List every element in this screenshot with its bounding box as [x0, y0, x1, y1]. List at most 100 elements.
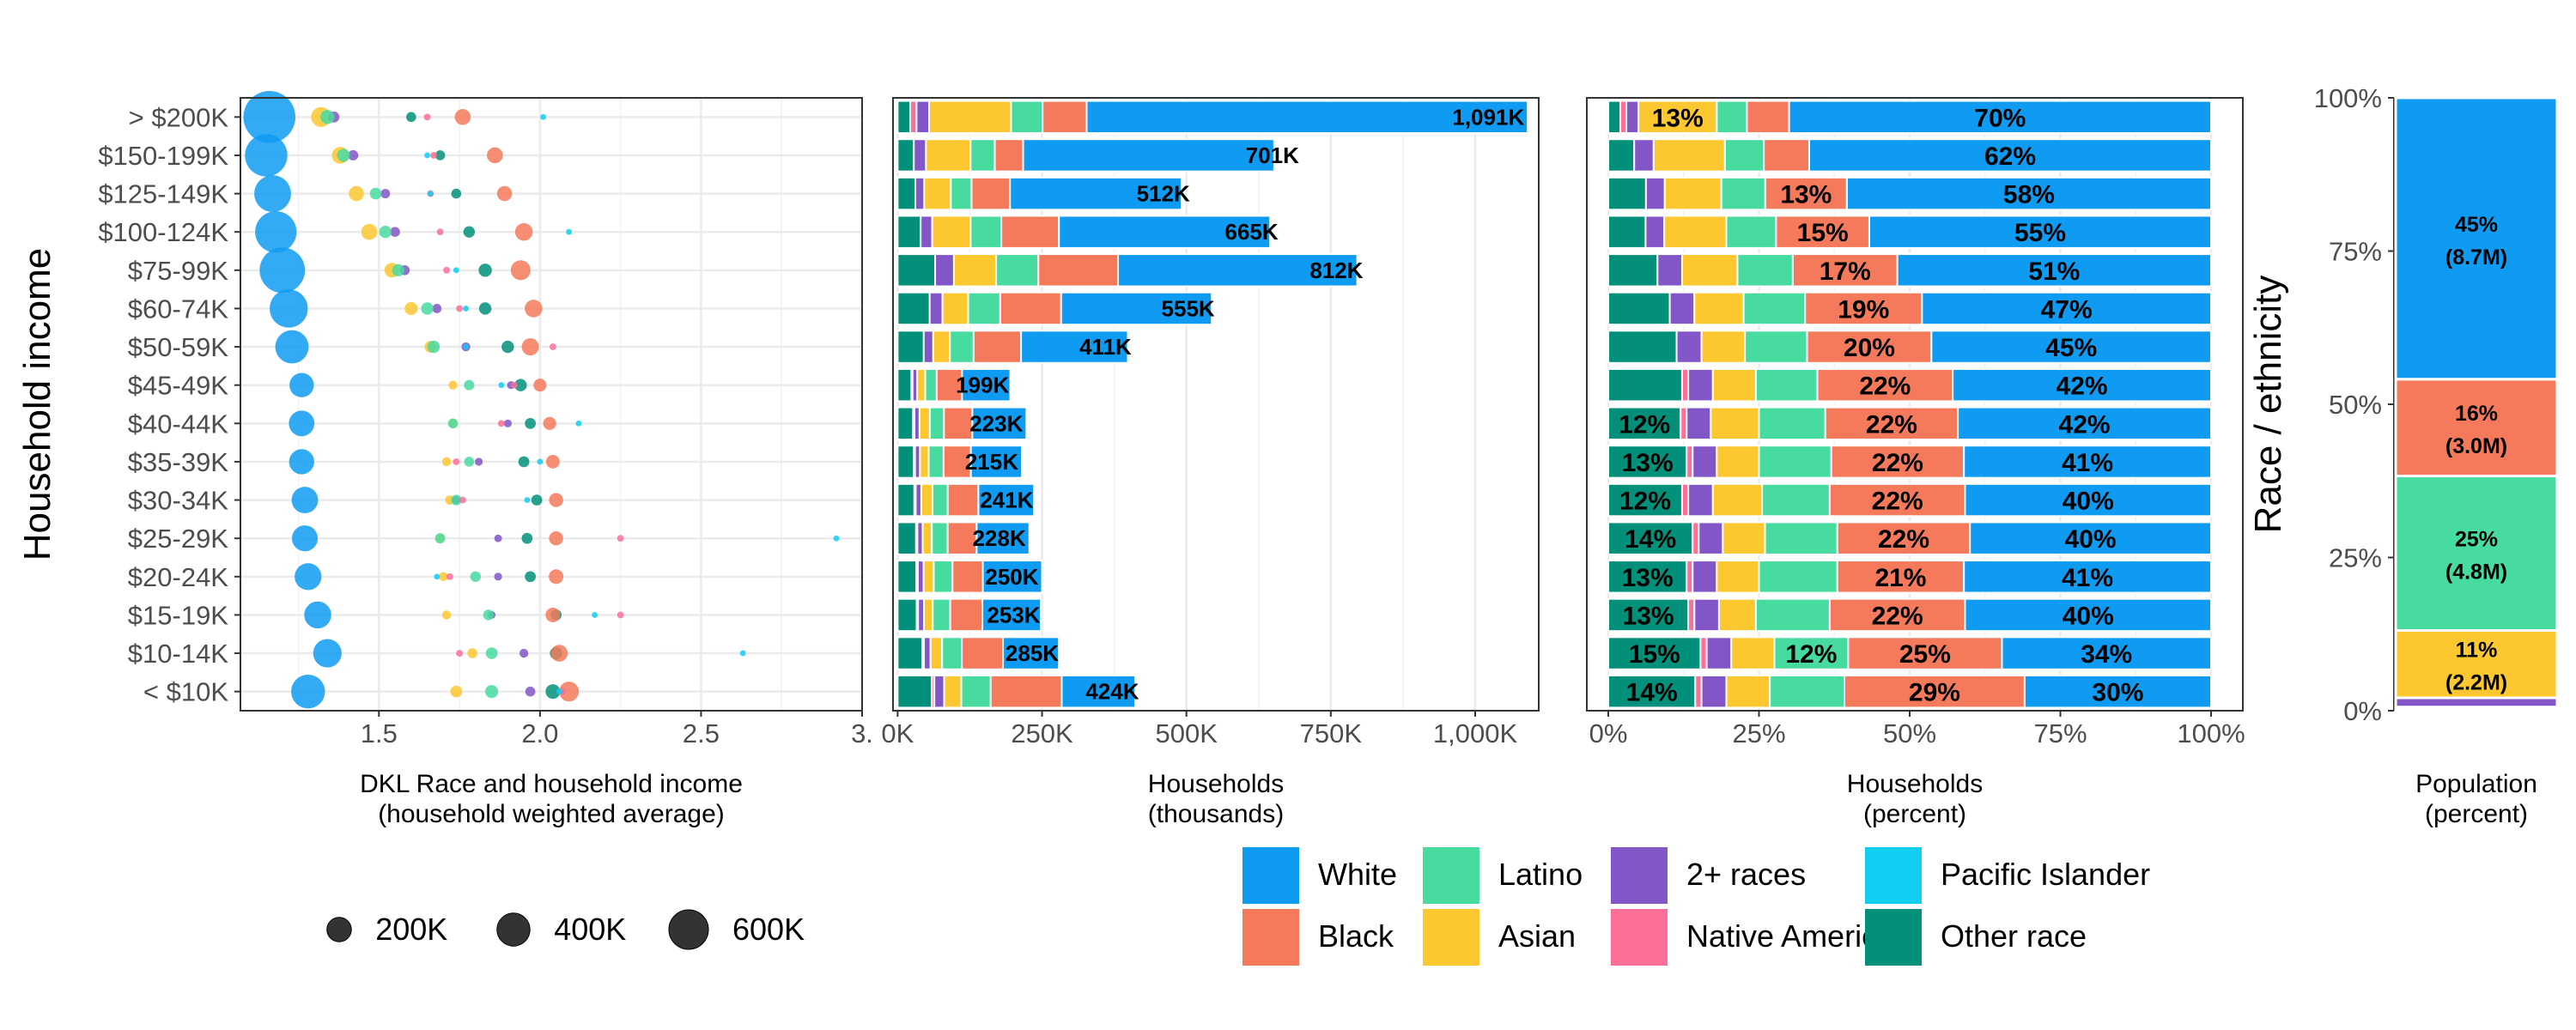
size-legend-circle — [496, 912, 531, 947]
bar-percent-label: 55% — [2014, 219, 2066, 247]
bar-segment-other-race — [896, 176, 917, 211]
point-pacific-islander — [540, 113, 547, 120]
bar-segment-native-american — [1686, 560, 1694, 594]
x-tick-label: 1.5 — [361, 718, 398, 748]
bar-segment-latino — [1725, 215, 1777, 249]
bar-segment-black — [970, 176, 1012, 211]
bar-segment-other-race — [1607, 521, 1694, 555]
legend-swatch-asian — [1423, 909, 1479, 966]
point-asian — [441, 457, 452, 467]
bar-segment-latino — [933, 560, 954, 594]
bar-segment-asian — [1722, 521, 1766, 555]
point-other-race — [434, 150, 446, 161]
size-legend-circle — [326, 917, 352, 942]
point-other-race — [525, 417, 536, 429]
bar-segment-2-races — [1675, 330, 1703, 364]
point-asian — [441, 610, 452, 620]
point-latino — [427, 340, 440, 354]
point-native-american — [617, 535, 624, 542]
bar-percent-label: 22% — [1878, 525, 1929, 554]
bar-segment-asian — [1663, 176, 1722, 211]
point-native-american — [456, 650, 463, 657]
bar-percent-label: 47% — [2041, 295, 2093, 324]
point-other-race — [514, 379, 527, 391]
column-segment-asian — [2394, 628, 2559, 700]
bar-segment-black — [942, 445, 972, 479]
bar-segment-2-races — [1644, 215, 1666, 249]
y-tick-label: $35-39K — [128, 447, 229, 477]
y-tick-label: $100-124K — [98, 217, 228, 247]
point-pacific-islander — [453, 267, 459, 274]
bar-segment-2-races — [914, 176, 926, 211]
x-axis-title: Households — [1847, 770, 1983, 798]
bar-segment-white — [981, 560, 1043, 594]
bar-segment-asian — [941, 291, 969, 326]
bar-segment-2-races — [916, 560, 925, 594]
bar-percent-label: 41% — [2062, 564, 2113, 592]
point-latino — [369, 187, 382, 200]
bar-percent-label: 22% — [1859, 373, 1911, 401]
x-axis-title: Households — [1148, 770, 1284, 798]
point-white — [275, 330, 309, 364]
bar-percent-label: 19% — [1838, 295, 1889, 324]
bar-segment-black — [999, 291, 1062, 326]
bar-total-label: 1,091K — [1452, 104, 1524, 130]
bar-segment-black — [989, 674, 1063, 709]
point-latino — [470, 571, 482, 582]
bar-segment-asian — [916, 367, 927, 403]
point-native-american — [446, 573, 453, 580]
point-pacific-islander — [566, 228, 573, 235]
point-pacific-islander — [463, 306, 469, 312]
point-other-race — [501, 340, 514, 354]
bar-segment-latino — [1736, 253, 1794, 288]
bar-segment-2-races — [1687, 367, 1714, 403]
point-latino — [464, 457, 475, 467]
point-black — [549, 530, 563, 546]
y-axis-title: Race / ethnicity — [2247, 276, 2289, 534]
point-black — [514, 222, 533, 241]
bar-segment-latino — [1758, 406, 1826, 441]
bar-segment-other-race — [896, 482, 915, 518]
bar-segment-other-race — [1607, 482, 1683, 518]
bar-percent-label: 30% — [2092, 679, 2143, 707]
bar-segment-black — [1764, 176, 1848, 211]
bar-segment-latino — [924, 367, 938, 403]
bar-segment-other-race — [896, 367, 913, 403]
bar-segment-black — [1000, 215, 1060, 249]
bar-segment-black — [943, 406, 974, 441]
bar-segment-other-race — [896, 215, 922, 249]
point-asian — [450, 685, 463, 698]
bar-segment-other-race — [896, 138, 915, 173]
bar-segment-latino — [950, 176, 973, 211]
bar-segment-black — [1042, 100, 1088, 135]
bar-segment-white — [1085, 100, 1529, 135]
size-legend-label: 200K — [375, 912, 447, 947]
point-2-races — [432, 304, 442, 313]
legend-swatch-2-races — [1611, 847, 1668, 904]
point-latino — [447, 418, 459, 429]
point-latino — [464, 379, 475, 391]
column-segment-2-races — [2394, 696, 2559, 709]
bar-segment-native-american — [1687, 597, 1696, 633]
bar-percent-label: 70% — [1974, 104, 2026, 132]
legend-swatch-black — [1242, 909, 1299, 966]
point-white — [289, 449, 314, 475]
y-tick-label: 0% — [2343, 696, 2382, 726]
bar-segment-other-race — [1607, 100, 1622, 135]
bar-segment-black — [949, 597, 984, 633]
bar-percent-label: 51% — [2028, 258, 2080, 286]
bar-segment-latino — [1742, 291, 1807, 326]
x-tick-label: 500K — [1155, 718, 1218, 748]
bar-segment-other-race — [896, 253, 937, 288]
bar-segment-black — [946, 482, 980, 518]
bar-segment-latino — [1754, 597, 1831, 633]
bar-segment-2-races — [1644, 176, 1666, 211]
legend-label-pacific-islander: Pacific Islander — [1941, 857, 2150, 892]
bar-segment-asian — [1680, 253, 1739, 288]
bar-segment-asian — [952, 253, 998, 288]
bar-segment-white — [1788, 100, 2213, 135]
bar-segment-black — [1763, 138, 1811, 173]
point-latino — [421, 302, 434, 315]
bar-segment-white — [1058, 215, 1272, 249]
bar-percent-label: 25% — [1899, 640, 1951, 669]
